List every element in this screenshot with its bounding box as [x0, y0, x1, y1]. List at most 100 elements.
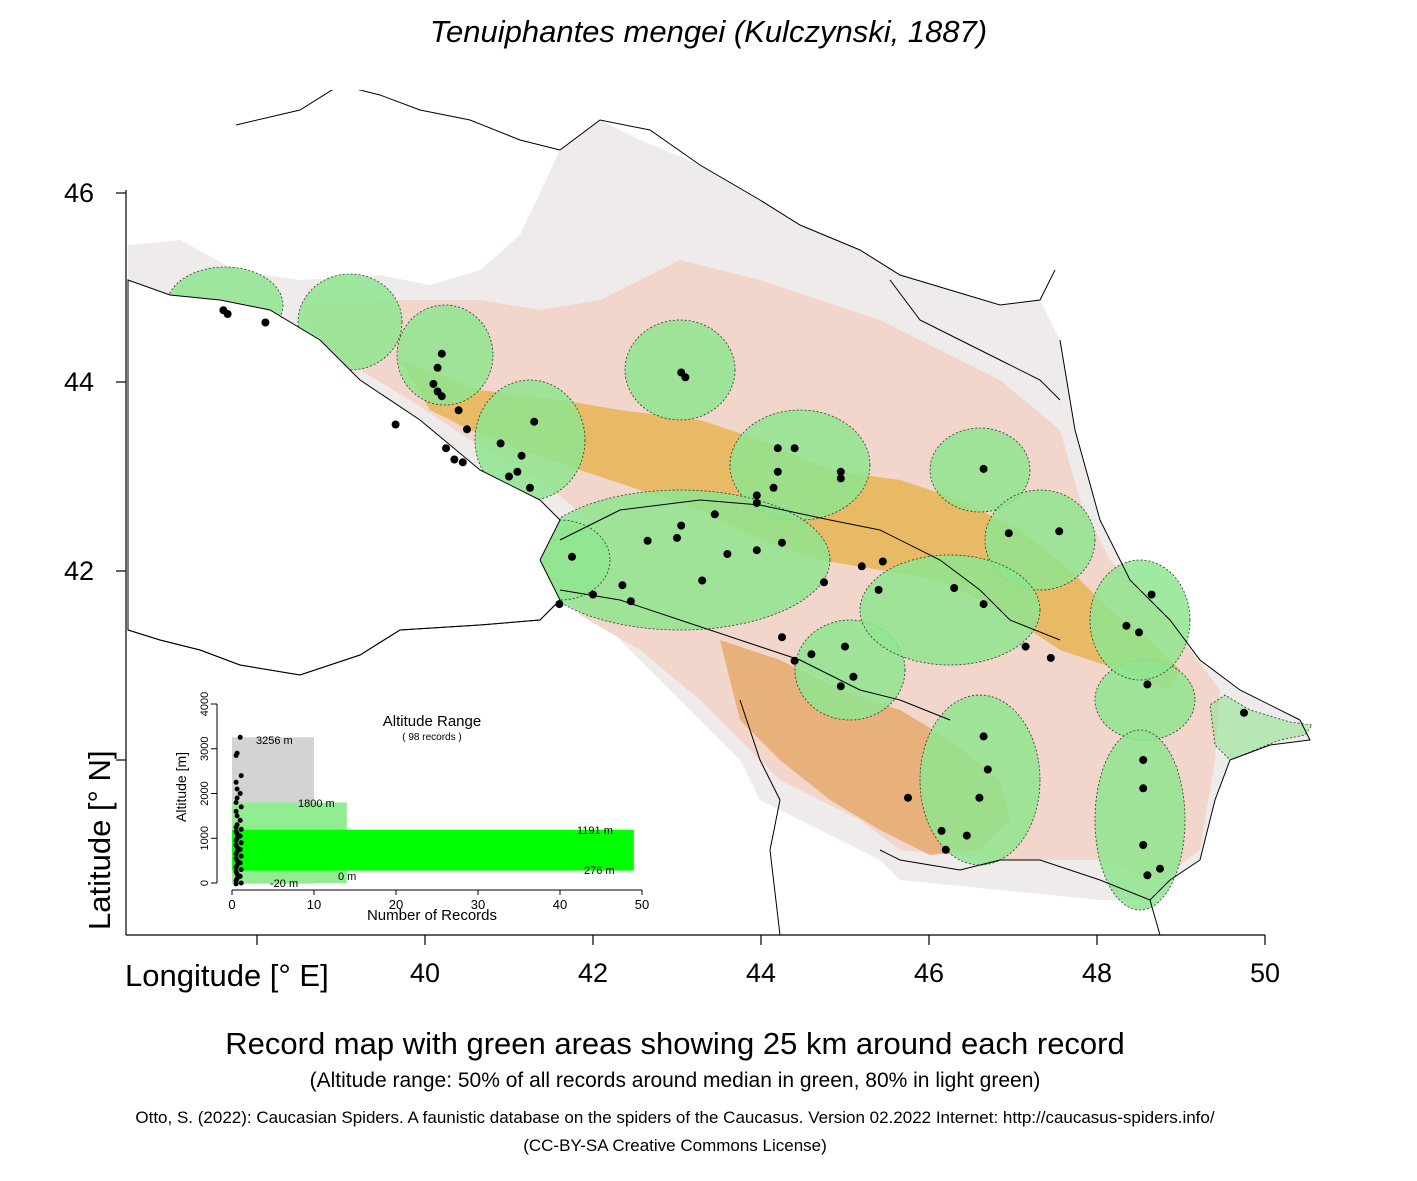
record-point: [983, 765, 992, 774]
inset-record-point: [238, 840, 244, 846]
map-caption: Record map with green areas showing 25 k…: [225, 1026, 1125, 1061]
x-tick-label: 50: [1249, 958, 1281, 988]
record-point: [975, 793, 984, 802]
inset-record-point: [233, 800, 239, 805]
record-point: [433, 363, 442, 372]
inset-record-point: [237, 734, 243, 740]
record-point: [1055, 527, 1064, 536]
x-tick-label: 44: [745, 958, 777, 988]
record-point: [517, 451, 526, 460]
inset-record-point: [238, 826, 244, 832]
record-point: [643, 536, 652, 545]
record-point: [555, 600, 564, 609]
record-point: [904, 793, 912, 802]
citation: Otto, S. (2022): Caucasian Spiders. A fa…: [135, 1108, 1215, 1127]
record-point: [841, 642, 849, 651]
altitude-bar: [232, 829, 634, 871]
record-point: [1139, 841, 1148, 849]
record-point: [698, 576, 707, 585]
record-point: [836, 474, 845, 483]
record-point: [673, 533, 681, 542]
record-point: [1143, 680, 1152, 689]
inset-record-point: [233, 824, 239, 830]
record-point: [437, 392, 446, 401]
record-point: [223, 310, 232, 318]
inset-label-p50-low: 276 m: [584, 865, 615, 877]
inset-record-point: [238, 880, 244, 886]
inset-record-point: [238, 804, 244, 810]
record-point: [790, 444, 799, 453]
record-point: [1004, 529, 1013, 538]
inset-y-tick-label: 2000: [199, 781, 211, 805]
inset-x-tick-label: 30: [471, 897, 485, 912]
record-point: [710, 510, 719, 519]
record-point: [773, 467, 782, 476]
inset-y-tick-label: 1000: [199, 826, 211, 850]
inset-record-point: [234, 813, 240, 819]
x-tick-label: 42: [577, 958, 609, 988]
record-point: [391, 420, 400, 429]
inset-record-point: [233, 838, 239, 843]
record-point: [429, 379, 438, 388]
inset-label-max: 3256 m: [256, 735, 293, 747]
record-point: [878, 557, 887, 566]
record-point: [496, 439, 505, 448]
record-point: [778, 633, 786, 642]
record-point: [626, 597, 635, 606]
inset-label-min: -20 m: [270, 878, 298, 890]
inset-x-tick-label: 40: [553, 897, 567, 912]
inset-record-point: [233, 864, 239, 870]
record-point: [937, 826, 946, 835]
map-title: Tenuiphantes mengei (Kulczynski, 1887): [429, 14, 988, 49]
inset-x-tick-label: 50: [635, 897, 649, 912]
record-points: [219, 306, 1248, 880]
record-point: [950, 584, 959, 592]
axes: [116, 190, 1266, 945]
inset-x-tick-label: 10: [307, 897, 321, 912]
record-point: [505, 472, 513, 481]
record-point: [681, 373, 690, 382]
inset-record-point: [237, 817, 243, 823]
record-point: [568, 552, 576, 561]
record-point: [450, 455, 459, 464]
y-axis-label: Latitude [° N]: [82, 750, 117, 930]
record-point: [458, 458, 467, 467]
inset-label-p80-high: 1800 m: [298, 798, 335, 810]
record-point: [1021, 642, 1030, 651]
x-tick-label: 46: [913, 958, 945, 988]
record-point: [1135, 628, 1143, 637]
record-point: [618, 581, 627, 590]
y-tick-label: 44: [64, 367, 95, 397]
inset-record-point: [233, 851, 239, 857]
inset-record-point: [237, 791, 243, 796]
x-axis-label: Longitude [° E]: [125, 958, 329, 993]
record-point: [820, 578, 828, 587]
record-point: [1147, 590, 1156, 599]
inset-y-tick-label: 4000: [199, 692, 211, 716]
record-point: [723, 550, 732, 558]
record-point: [778, 538, 786, 547]
record-point: [463, 425, 471, 434]
record-point: [874, 585, 883, 594]
record-point: [849, 672, 858, 681]
record-point: [807, 650, 816, 659]
y-tick-label: 42: [64, 556, 95, 586]
record-point: [1139, 756, 1148, 764]
inset-record-point: [233, 808, 239, 814]
altitude-inset: Altitude Range ( 98 records ) 3256 m 180…: [170, 690, 655, 930]
record-point: [454, 406, 463, 415]
record-point: [1143, 871, 1152, 880]
record-point: [752, 546, 761, 555]
record-point: [677, 521, 686, 530]
record-point: [790, 656, 799, 665]
inset-xlabel: Number of Records: [367, 907, 497, 924]
record-point: [589, 590, 597, 599]
record-point: [1122, 621, 1131, 630]
record-point: [979, 732, 988, 741]
map-subcaption: (Altitude range: 50% of all records arou…: [309, 1069, 1041, 1092]
record-point: [836, 467, 845, 476]
inset-record-point: [238, 773, 244, 779]
inset-label-p80-low: 0 m: [338, 871, 356, 883]
inset-y-tick-label: 0: [199, 880, 211, 886]
record-point: [442, 444, 450, 453]
